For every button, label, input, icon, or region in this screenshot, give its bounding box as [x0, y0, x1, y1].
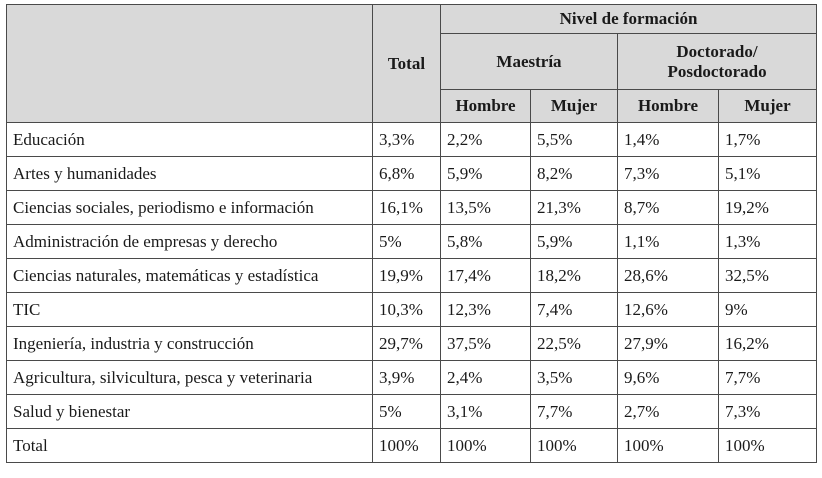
cell-maestria-hombre: 37,5%: [440, 326, 531, 361]
cell-maestria-mujer: 7,7%: [530, 394, 618, 429]
cell-doctorado-mujer: 5,1%: [717, 156, 818, 191]
cell-doctorado-hombre: 1,4%: [617, 122, 719, 157]
table-row: Ingeniería, industria y construcción 29,…: [6, 326, 818, 361]
row-label: Ingeniería, industria y construcción: [6, 326, 373, 361]
cell-maestria-hombre: 100%: [440, 428, 531, 463]
cell-maestria-mujer: 100%: [530, 428, 618, 463]
cell-maestria-hombre: 2,2%: [440, 122, 531, 157]
cell-total: 100%: [372, 428, 441, 463]
header-total: Total: [372, 4, 441, 123]
header-doctorado: Doctorado/ Posdoctorado: [616, 33, 818, 90]
cell-doctorado-hombre: 1,1%: [617, 224, 719, 259]
header-doctorado-mujer: Mujer: [717, 89, 818, 123]
row-label: Educación: [6, 122, 373, 157]
row-label: Ciencias sociales, periodismo e informac…: [6, 190, 373, 225]
cell-doctorado-mujer: 100%: [717, 428, 818, 463]
cell-maestria-hombre: 17,4%: [440, 258, 531, 293]
cell-maestria-mujer: 5,9%: [530, 224, 618, 259]
table-body: Educación 3,3% 2,2% 5,5% 1,4% 1,7% Artes…: [6, 122, 818, 463]
cell-maestria-mujer: 21,3%: [530, 190, 618, 225]
row-label: Administración de empresas y derecho: [6, 224, 373, 259]
cell-doctorado-mujer: 9%: [717, 292, 818, 327]
table-row: Agricultura, silvicultura, pesca y veter…: [6, 360, 818, 395]
cell-doctorado-mujer: 32,5%: [717, 258, 818, 293]
cell-doctorado-hombre: 28,6%: [617, 258, 719, 293]
cell-doctorado-hombre: 8,7%: [617, 190, 719, 225]
cell-doctorado-mujer: 1,7%: [717, 122, 818, 157]
cell-total: 5%: [372, 224, 441, 259]
row-label: TIC: [6, 292, 373, 327]
row-label: Total: [6, 428, 373, 463]
cell-maestria-hombre: 3,1%: [440, 394, 531, 429]
table-row: Administración de empresas y derecho 5% …: [6, 224, 818, 259]
corner-cell: [6, 4, 373, 123]
cell-doctorado-mujer: 16,2%: [717, 326, 818, 361]
row-label: Artes y humanidades: [6, 156, 373, 191]
table-row-total: Total 100% 100% 100% 100% 100%: [6, 428, 818, 463]
row-label: Agricultura, silvicultura, pesca y veter…: [6, 360, 373, 395]
cell-maestria-hombre: 13,5%: [440, 190, 531, 225]
cell-maestria-hombre: 5,9%: [440, 156, 531, 191]
table-header: Total Nivel de formación Maestría Doctor…: [6, 4, 818, 123]
cell-total: 5%: [372, 394, 441, 429]
cell-doctorado-mujer: 7,3%: [717, 394, 818, 429]
cell-doctorado-hombre: 12,6%: [617, 292, 719, 327]
header-nivel-formacion: Nivel de formación: [439, 4, 818, 34]
cell-total: 10,3%: [372, 292, 441, 327]
header-doctorado-hombre: Hombre: [617, 89, 719, 123]
cell-doctorado-mujer: 1,3%: [717, 224, 818, 259]
cell-maestria-mujer: 8,2%: [530, 156, 618, 191]
table-row: Educación 3,3% 2,2% 5,5% 1,4% 1,7%: [6, 122, 818, 157]
cell-total: 16,1%: [372, 190, 441, 225]
cell-total: 3,3%: [372, 122, 441, 157]
cell-doctorado-mujer: 7,7%: [717, 360, 818, 395]
row-label: Salud y bienestar: [6, 394, 373, 429]
table-row: Ciencias naturales, matemáticas y estadí…: [6, 258, 818, 293]
table-row: Artes y humanidades 6,8% 5,9% 8,2% 7,3% …: [6, 156, 818, 191]
cell-doctorado-hombre: 9,6%: [617, 360, 719, 395]
cell-maestria-mujer: 18,2%: [530, 258, 618, 293]
cell-total: 3,9%: [372, 360, 441, 395]
table-row: Ciencias sociales, periodismo e informac…: [6, 190, 818, 225]
cell-total: 29,7%: [372, 326, 441, 361]
cell-total: 6,8%: [372, 156, 441, 191]
cell-maestria-mujer: 22,5%: [530, 326, 618, 361]
cell-total: 19,9%: [372, 258, 441, 293]
table-row: Salud y bienestar 5% 3,1% 7,7% 2,7% 7,3%: [6, 394, 818, 429]
cell-maestria-hombre: 2,4%: [440, 360, 531, 395]
header-maestria-mujer: Mujer: [530, 89, 618, 123]
header-maestria: Maestría: [440, 33, 618, 90]
row-label: Ciencias naturales, matemáticas y estadí…: [6, 258, 373, 293]
cell-maestria-mujer: 7,4%: [530, 292, 618, 327]
cell-doctorado-hombre: 27,9%: [617, 326, 719, 361]
cell-maestria-mujer: 5,5%: [530, 122, 618, 157]
cell-doctorado-hombre: 2,7%: [617, 394, 719, 429]
cell-doctorado-mujer: 19,2%: [717, 190, 818, 225]
table-row: TIC 10,3% 12,3% 7,4% 12,6% 9%: [6, 292, 818, 327]
cell-maestria-mujer: 3,5%: [530, 360, 618, 395]
cell-maestria-hombre: 12,3%: [440, 292, 531, 327]
cell-maestria-hombre: 5,8%: [440, 224, 531, 259]
header-maestria-hombre: Hombre: [440, 89, 531, 123]
education-level-table: Total Nivel de formación Maestría Doctor…: [6, 4, 818, 463]
cell-doctorado-hombre: 7,3%: [617, 156, 719, 191]
cell-doctorado-hombre: 100%: [617, 428, 719, 463]
